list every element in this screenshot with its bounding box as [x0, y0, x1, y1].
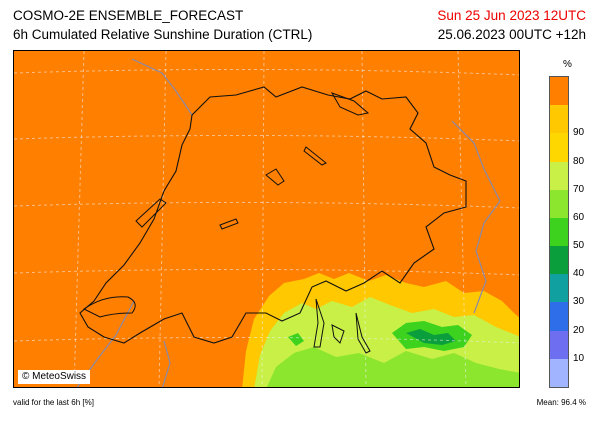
parallel-2 — [14, 134, 519, 142]
map-subtitle: 6h Cumulated Relative Sunshine Duration … — [13, 27, 313, 42]
colorbar-unit: % — [563, 59, 572, 70]
colorbar-tick-label: 80 — [573, 155, 585, 167]
colorbar-segment — [550, 302, 568, 331]
colorbar-tick-label: 20 — [573, 324, 585, 336]
mean-value: Mean: 96.4 % — [536, 398, 586, 407]
colorbar-tick-label: 30 — [573, 296, 585, 308]
meridian-2 — [158, 51, 167, 387]
lake-maggiore — [313, 298, 325, 348]
colorbar-segment — [550, 161, 568, 190]
sunshine-patch-lightgreen — [266, 347, 519, 387]
sunshine-patch-west-inner — [288, 333, 304, 346]
parallel-5 — [14, 336, 519, 344]
colorbar-tick-label: 10 — [573, 352, 585, 364]
parallel-3 — [14, 201, 519, 209]
colorbar-segment — [550, 246, 568, 275]
sunshine-map: © MeteoSwiss — [13, 50, 520, 388]
validity-note: valid for the last 6h [%] — [13, 398, 94, 407]
lakes — [83, 92, 371, 354]
lake-geneva — [83, 296, 136, 318]
colorbar-segment — [550, 77, 568, 106]
border-austria-italy — [473, 200, 501, 314]
copyright-label: © MeteoSwiss — [18, 370, 91, 384]
meridian-3 — [261, 51, 265, 387]
meridian-1 — [73, 51, 85, 387]
parallel-4 — [14, 268, 519, 276]
swiss-border — [79, 86, 467, 344]
colorbar-tick-label: 60 — [573, 211, 585, 223]
colorbar-segment — [550, 358, 568, 387]
border-france-germany — [131, 58, 193, 116]
sunshine-patch-darkgreen — [406, 329, 456, 345]
lake-zurich — [303, 146, 327, 166]
colorbar-segment — [550, 189, 568, 218]
meridian-5 — [457, 51, 467, 387]
colorbar-segment — [550, 105, 568, 134]
border-italy-south — [161, 340, 171, 387]
colorbar-tick-label: 40 — [573, 268, 585, 280]
map-canvas — [14, 51, 519, 387]
colorbar-tick-label: 90 — [573, 127, 585, 139]
graticule — [14, 51, 519, 387]
colorbar-tick-label: 70 — [573, 183, 585, 195]
valid-date: Sun 25 Jun 2023 12UTC — [437, 8, 586, 23]
colorbar-segment — [550, 330, 568, 359]
lake-lugano — [331, 324, 345, 344]
run-date: 25.06.2023 00UTC +12h — [437, 27, 586, 42]
lake-thun — [219, 218, 239, 230]
colorbar — [549, 76, 569, 388]
colorbar-segment — [550, 133, 568, 162]
colorbar-segment — [550, 217, 568, 247]
border-germany-austria — [451, 120, 501, 202]
lake-neuchatel — [135, 198, 167, 228]
lake-lucerne — [265, 168, 285, 186]
colorbar-tick-label: 50 — [573, 240, 585, 252]
lake-como — [355, 312, 371, 354]
meridian-4 — [361, 51, 367, 387]
parallel-1 — [14, 68, 519, 76]
map-title: COSMO-2E ENSEMBLE_FORECAST — [13, 8, 244, 23]
colorbar-segment — [550, 274, 568, 303]
lake-constance — [330, 92, 370, 116]
